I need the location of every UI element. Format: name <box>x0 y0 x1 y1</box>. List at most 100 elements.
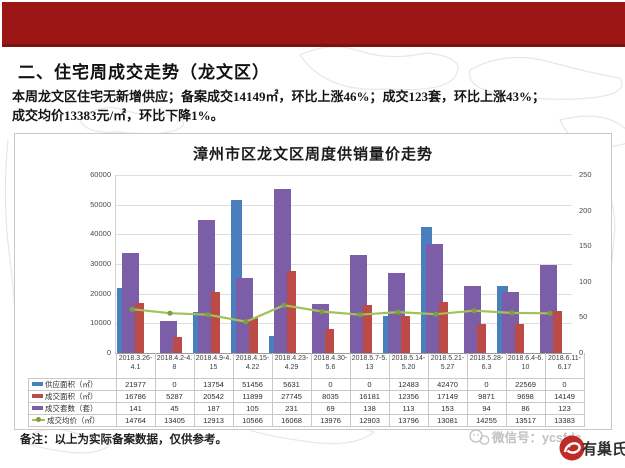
table-cell: 14149 <box>544 390 585 403</box>
right-axis-tick: 200 <box>579 205 592 215</box>
left-axis-tick: 60000 <box>90 170 111 179</box>
table-cell: 27745 <box>271 390 312 403</box>
gridline <box>116 323 572 325</box>
table-cell: 187 <box>193 402 234 415</box>
summary-line-2: 成交均价13383元/㎡，环比下降1%。 <box>12 107 224 123</box>
chart-data-table: 2018.3.26- 4.1 2018.4.2-4. 8 2018.4.9-4. 15 20… <box>28 353 585 427</box>
table-cell: 153 <box>427 402 468 415</box>
table-cell: 16181 <box>349 390 390 403</box>
bar-sold-area <box>515 324 524 353</box>
brand-name: 有巢氏集团 <box>582 441 625 458</box>
table-cell: 12903 <box>349 414 390 427</box>
x-axis-label: 2018.3.26- 4.1 <box>115 353 156 379</box>
bar-sold-units <box>274 188 291 353</box>
table-cell: 22569 <box>505 378 546 391</box>
x-axis-label: 2018.4.2-4. 8 <box>154 353 195 379</box>
plot-area <box>115 175 572 354</box>
wechat-label: 微信号：ycsfdc <box>492 431 582 445</box>
table-row: 供应面积（㎡） 21977 0 13754 51456 5631 0 0 12483 42470 0… <box>28 378 585 391</box>
bar-sold-area <box>173 337 182 353</box>
bar-sold-area <box>249 317 258 353</box>
left-axis-tick: 30000 <box>90 259 111 268</box>
table-cell: 105 <box>232 402 273 415</box>
gridline <box>116 234 572 236</box>
bar-sold-area <box>477 323 486 353</box>
table-cell: 51456 <box>232 378 273 391</box>
right-axis-tick: 0 <box>579 348 584 357</box>
x-axis-label: 2018.4.9-4. 15 <box>193 353 234 379</box>
bar-sold-area <box>363 305 372 353</box>
table-cell: 0 <box>466 378 507 391</box>
left-axis-tick: 10000 <box>90 318 111 328</box>
brand-logo-icon <box>558 434 586 467</box>
bar-sold-area <box>401 316 410 353</box>
table-cell: 12356 <box>388 390 429 403</box>
table-cell: 14255 <box>466 414 507 427</box>
table-cell: 5287 <box>154 390 195 403</box>
bar-sold-units <box>198 219 215 353</box>
table-cell: 69 <box>310 402 351 415</box>
table-cell: 0 <box>544 378 585 391</box>
summary-line-1: 本周龙文区住宅无新增供应；备案成交14149㎡，环比上涨46%；成交123套，环… <box>12 89 546 104</box>
table-cell: 5631 <box>271 378 312 391</box>
table-row: 成交套数（套） 141 45 187 105 231 69 138 113 153 94 86 123 <box>28 402 585 415</box>
left-axis-tick: 40000 <box>90 229 111 239</box>
table-cell: 12483 <box>388 378 429 391</box>
table-cell: 12913 <box>193 414 234 427</box>
gridline <box>116 293 572 295</box>
x-axis-label: 2018.4.23- 4.29 <box>271 353 312 379</box>
chart-panel: 漳州市区龙文区周度供销量价走势 0 10000 20000 30000 40000 500… <box>14 133 612 430</box>
gridline <box>116 175 572 176</box>
table-cell: 20542 <box>193 390 234 403</box>
series-legend-label: 成交套数（套） <box>28 402 117 415</box>
bar-sold-units <box>350 254 367 353</box>
bar-sold-units <box>540 265 557 353</box>
series-legend-label: 成交均价（㎡） <box>28 414 117 427</box>
table-corner <box>29 353 117 379</box>
footnote: 备注：以上为实际备案数据，仅供参考。 <box>20 434 227 446</box>
x-axis-label: 2018.5.21- 5.27 <box>427 353 468 379</box>
table-cell: 0 <box>154 378 195 391</box>
bar-sold-units <box>426 244 443 353</box>
left-axis-tick: 0 <box>106 348 111 357</box>
bar-sold-units <box>236 278 253 353</box>
table-cell: 16786 <box>115 390 156 403</box>
table-cell: 13405 <box>154 414 195 427</box>
bar-sold-area <box>325 329 334 353</box>
table-cell: 13796 <box>388 414 429 427</box>
table-cell: 13517 <box>505 414 546 427</box>
table-cell: 231 <box>271 402 312 415</box>
x-axis-label: 2018.5.28- 6.3 <box>466 353 507 379</box>
brand-block: 有巢氏集团 <box>558 434 625 467</box>
table-cell: 138 <box>349 402 390 415</box>
x-axis-label: 2018.6.11- 6.17 <box>544 353 585 379</box>
table-cell: 13976 <box>310 414 351 427</box>
table-cell: 9698 <box>505 390 546 403</box>
wechat-icon <box>469 429 490 445</box>
series-legend-label: 成交面积（㎡） <box>28 390 117 403</box>
x-axis-label: 2018.5.14- 5.20 <box>388 353 429 379</box>
bar-sold-area <box>287 270 296 353</box>
x-axis-label: 2018.4.30- 5.6 <box>310 353 351 379</box>
left-axis-tick: 50000 <box>90 199 111 209</box>
series-legend-label: 供应面积（㎡） <box>28 378 117 391</box>
x-axis-label: 2018.6.4-6. 10 <box>505 353 546 379</box>
left-axis-tick: 20000 <box>90 288 111 298</box>
wechat-watermark: 微信号：ycsfdc <box>468 427 582 446</box>
summary-paragraph: 本周龙文区住宅无新增供应；备案成交14149㎡，环比上涨46%；成交123套，环… <box>12 88 612 126</box>
table-cell: 0 <box>349 378 390 391</box>
bar-sold-area <box>439 302 448 353</box>
gridline <box>116 264 572 265</box>
table-cell: 94 <box>466 402 507 415</box>
category-row: 2018.3.26- 4.1 2018.4.2-4. 8 2018.4.9-4. 15 20… <box>29 353 585 379</box>
table-cell: 16068 <box>271 414 312 427</box>
chart-title: 漳州市区龙文区周度供销量价走势 <box>192 146 433 163</box>
x-axis-label: 2018.5.7-5. 13 <box>349 353 390 379</box>
table-cell: 11899 <box>232 390 273 403</box>
bar-sold-units <box>502 291 519 353</box>
bar-sold-units <box>122 252 139 353</box>
table-row: 成交均价（㎡） 14764 13405 12913 10566 16068 13976 129… <box>28 414 585 427</box>
table-cell: 21977 <box>115 378 156 391</box>
table-cell: 0 <box>310 378 351 391</box>
